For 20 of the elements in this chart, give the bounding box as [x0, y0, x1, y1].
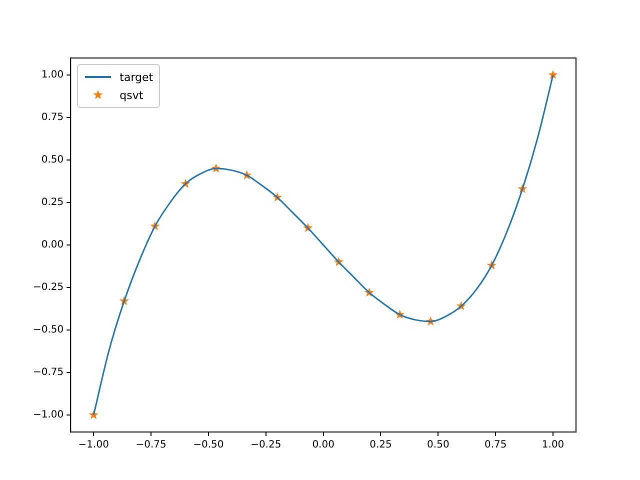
y-tick-label: −1.00: [32, 410, 64, 421]
x-tick-label: 0.00: [312, 440, 334, 451]
x-tick-label: −0.75: [136, 440, 166, 451]
x-tick-label: −0.25: [250, 440, 282, 451]
legend-label: target: [120, 70, 154, 84]
x-tick-label: −1.00: [78, 440, 109, 451]
y-tick-label: −0.75: [32, 367, 64, 378]
y-tick-label: −0.50: [32, 324, 64, 336]
x-tick-label: 0.75: [484, 440, 507, 451]
y-tick-label: −0.25: [32, 282, 64, 294]
x-tick-label: 0.25: [370, 440, 392, 451]
y-tick-label: 0.25: [41, 197, 64, 208]
y-tick-label: 0.00: [41, 240, 64, 251]
x-tick-label: 0.50: [427, 440, 450, 451]
x-tick-label: −0.50: [193, 440, 224, 451]
x-tick-label: 1.00: [542, 440, 564, 451]
y-tick-label: 0.50: [41, 154, 64, 166]
y-tick-label: 1.00: [41, 70, 64, 81]
y-tick-label: 0.75: [41, 112, 64, 124]
legend-label: qsvt: [120, 88, 144, 102]
